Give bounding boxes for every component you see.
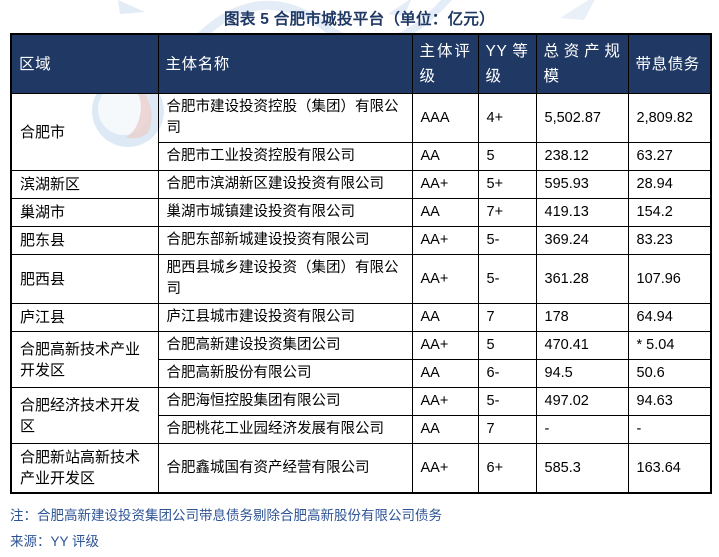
total-assets-cell: 497.02 <box>535 387 629 416</box>
entity-rating-cell: AA <box>411 198 479 227</box>
total-assets-cell: 178 <box>535 303 629 332</box>
yy-grade-cell: 5- <box>477 226 537 255</box>
entity-rating-cell: AA+ <box>411 170 479 199</box>
interest-debt-cell: 50.6 <box>627 359 712 388</box>
region-cell: 合肥高新技术产业开发区 <box>10 331 159 388</box>
region-cell: 合肥新站高新技术产业开发区 <box>10 443 159 494</box>
company-name-cell: 合肥海恒控股集团有限公司 <box>157 387 413 416</box>
total-assets-cell: 595.93 <box>535 170 629 199</box>
region-cell: 肥西县 <box>10 254 159 304</box>
total-assets-cell: - <box>535 415 629 444</box>
company-name-cell: 合肥市建设投资控股（集团）有限公司 <box>157 93 413 143</box>
company-name-cell: 巢湖市城镇建设投资有限公司 <box>157 198 413 227</box>
entity-rating-cell: AA <box>411 415 479 444</box>
table-note: 注：合肥高新建设投资集团公司带息债务剔除合肥高新股份有限公司债务 <box>10 508 442 523</box>
entity-rating-cell: AA <box>411 359 479 388</box>
yy-grade-cell: 5 <box>477 331 537 360</box>
table-row: 巢湖市 巢湖市城镇建设投资有限公司 AA 7+ 419.13 154.2 <box>10 198 712 227</box>
total-assets-cell: 470.41 <box>535 331 629 360</box>
yy-grade-cell: 7 <box>477 303 537 332</box>
table-body: 合肥市 合肥市建设投资控股（集团）有限公司 AAA 4+ 5,502.87 2,809.8… <box>10 93 712 494</box>
total-assets-cell: 238.12 <box>535 142 629 171</box>
table-source: 来源：YY 评级 <box>10 534 100 549</box>
interest-debt-cell: 154.2 <box>627 198 712 227</box>
entity-rating-cell: AA+ <box>411 226 479 255</box>
region-cell: 庐江县 <box>10 303 159 332</box>
region-cell: 肥东县 <box>10 226 159 255</box>
table-header: 区域 主体名称 主体评级 YY 等级 总资产规模 带息债务 <box>10 33 712 94</box>
table-row: 滨湖新区 合肥市滨湖新区建设投资有限公司 AA+ 5+ 595.93 28.94 <box>10 170 712 199</box>
interest-debt-cell: 2,809.82 <box>627 93 712 143</box>
yy-grade-cell: 5 <box>477 142 537 171</box>
region-cell: 滨湖新区 <box>10 170 159 199</box>
table-row: 合肥经济技术开发区 合肥海恒控股集团有限公司 AA+ 5- 497.02 94.63 <box>10 387 712 444</box>
header-row: 区域 主体名称 主体评级 YY 等级 总资产规模 带息债务 <box>10 33 712 94</box>
yy-grade-cell: 5+ <box>477 170 537 199</box>
entity-rating-cell: AA+ <box>411 387 479 416</box>
interest-debt-cell: 94.63 <box>627 387 712 416</box>
col-header-interest-debt: 带息债务 <box>627 33 712 94</box>
company-name-cell: 合肥鑫城国有资产经营有限公司 <box>157 443 413 494</box>
company-name-cell: 合肥市滨湖新区建设投资有限公司 <box>157 170 413 199</box>
yy-grade-cell: 5- <box>477 254 537 304</box>
entity-rating-cell: AAA <box>411 93 479 143</box>
table-row: 合肥新站高新技术产业开发区 合肥鑫城国有资产经营有限公司 AA+ 6+ 585.3 163… <box>10 443 712 494</box>
col-header-yy-grade: YY 等级 <box>477 33 537 94</box>
company-name-cell: 合肥高新股份有限公司 <box>157 359 413 388</box>
total-assets-cell: 419.13 <box>535 198 629 227</box>
yy-grade-cell: 7 <box>477 415 537 444</box>
interest-debt-cell: 163.64 <box>627 443 712 494</box>
col-header-total-assets: 总资产规模 <box>535 33 629 94</box>
col-header-entity-name: 主体名称 <box>157 33 413 94</box>
col-header-region: 区域 <box>10 33 159 94</box>
company-name-cell: 肥西县城乡建设投资（集团）有限公司 <box>157 254 413 304</box>
yy-grade-cell: 6+ <box>477 443 537 494</box>
entity-rating-cell: AA+ <box>411 331 479 360</box>
total-assets-cell: 585.3 <box>535 443 629 494</box>
company-name-cell: 合肥高新建设投资集团公司 <box>157 331 413 360</box>
total-assets-cell: 369.24 <box>535 226 629 255</box>
total-assets-cell: 361.28 <box>535 254 629 304</box>
yy-grade-cell: 7+ <box>477 198 537 227</box>
yy-grade-cell: 5- <box>477 387 537 416</box>
table-row: 合肥高新技术产业开发区 合肥高新建设投资集团公司 AA+ 5 470.41 * 5.04 <box>10 331 712 388</box>
interest-debt-cell: 107.96 <box>627 254 712 304</box>
table-row: 合肥桃花工业园经济发展有限公司 AA 7- - <box>11 415 712 444</box>
total-assets-cell: 94.5 <box>535 359 629 388</box>
entity-rating-cell: AA <box>411 142 479 171</box>
table-row: 合肥市 合肥市建设投资控股（集团）有限公司 AAA 4+ 5,502.87 2,809.8… <box>10 93 712 171</box>
region-cell: 巢湖市 <box>10 198 159 227</box>
entity-rating-cell: AA+ <box>411 443 479 494</box>
interest-debt-cell: * 5.04 <box>627 331 712 360</box>
entity-rating-cell: AA+ <box>411 254 479 304</box>
table-row: 肥东县 合肥东部新城建设投资有限公司 AA+ 5- 369.24 83.23 <box>10 226 712 255</box>
interest-debt-cell: 64.94 <box>627 303 712 332</box>
company-name-cell: 合肥市工业投资控股有限公司 <box>157 142 413 171</box>
table-row: 肥西县 肥西县城乡建设投资（集团）有限公司 AA+ 5- 361.28 107.96 <box>10 254 712 304</box>
interest-debt-cell: - <box>627 415 712 444</box>
total-assets-cell: 5,502.87 <box>535 93 629 143</box>
col-header-entity-rating: 主体评级 <box>411 33 479 94</box>
region-cell: 合肥市 <box>10 93 159 171</box>
figure-title: 图表 5 合肥市城投平台（单位：亿元） <box>224 11 495 28</box>
table-row: 合肥高新股份有限公司 AA 6- 94.5 50.6 <box>11 359 712 388</box>
interest-debt-cell: 28.94 <box>627 170 712 199</box>
city-investment-platform-table: 区域 主体名称 主体评级 YY 等级 总资产规模 带息债务 合肥市 合肥市建设投资… <box>10 33 712 494</box>
interest-debt-cell: 83.23 <box>627 226 712 255</box>
interest-debt-cell: 63.27 <box>627 142 712 171</box>
yy-grade-cell: 6- <box>477 359 537 388</box>
company-name-cell: 合肥桃花工业园经济发展有限公司 <box>157 415 413 444</box>
company-name-cell: 合肥东部新城建设投资有限公司 <box>157 226 413 255</box>
yy-grade-cell: 4+ <box>477 93 537 143</box>
region-cell: 合肥经济技术开发区 <box>10 387 159 444</box>
company-name-cell: 庐江县城市建设投资有限公司 <box>157 303 413 332</box>
entity-rating-cell: AA <box>411 303 479 332</box>
table-row: 庐江县 庐江县城市建设投资有限公司 AA 7 178 64.94 <box>10 303 712 332</box>
